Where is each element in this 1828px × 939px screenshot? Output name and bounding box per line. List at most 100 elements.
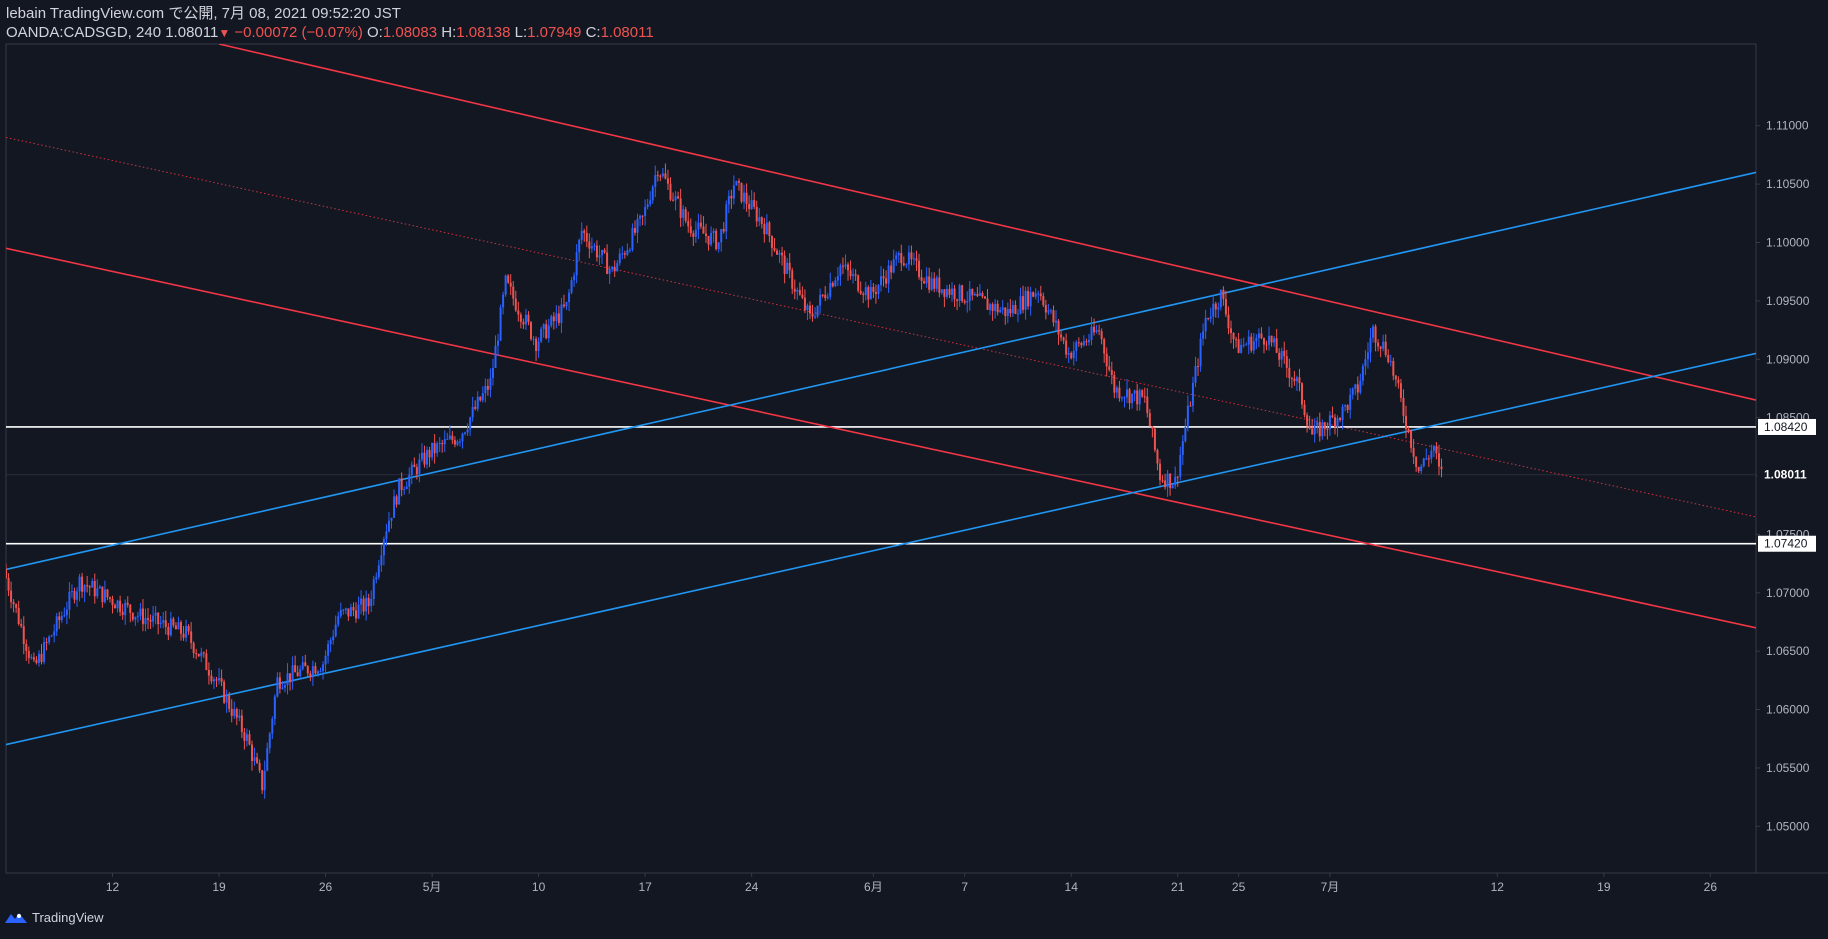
time-axis-label: 14 (1065, 880, 1079, 894)
time-axis-label: 26 (1704, 880, 1718, 894)
candle-body (382, 539, 385, 556)
time-axis-label: 19 (212, 880, 226, 894)
candle-body (314, 666, 317, 674)
symbol-label[interactable]: OANDA:CADSGD, 240 (6, 24, 162, 41)
candle-body (725, 204, 728, 232)
candle-body (251, 744, 254, 761)
plot-area[interactable] (5, 43, 1757, 874)
candle-body (776, 250, 779, 255)
candle-body (732, 185, 735, 199)
candle-body (641, 215, 644, 217)
price-axis-label: 1.09000 (1766, 352, 1810, 366)
candle-body (474, 406, 477, 409)
candle-body (108, 597, 111, 599)
candle-body (1412, 447, 1415, 457)
candle-body (1374, 326, 1377, 343)
candle-body (147, 618, 150, 620)
candle-body (1273, 338, 1276, 343)
trend-line-rising-lower[interactable] (6, 352, 1756, 746)
candle-body (644, 207, 647, 216)
time-axis[interactable]: 12 19 26 5月 10 17 24 6月 7 14 21 25 7月 12 19 26 (106, 873, 1717, 894)
candle-body (355, 610, 357, 619)
candle-body (1070, 352, 1073, 359)
candle-body (1425, 458, 1428, 460)
candle-body (471, 406, 474, 418)
candle-body (316, 671, 319, 674)
trend-line-mid[interactable] (6, 136, 1756, 518)
candle-body (360, 598, 363, 605)
candle-body (1207, 317, 1210, 319)
trend-line-rising-upper[interactable] (6, 171, 1756, 571)
candle-body (1377, 342, 1380, 347)
candle-body (1164, 480, 1167, 488)
candle-body (796, 290, 799, 292)
candle-body (1161, 480, 1164, 482)
ohlc-legend: OANDA:CADSGD, 240 1.08011▼ −0.00072 (−0.… (6, 23, 654, 43)
candle-body (1146, 396, 1149, 413)
high-label: H: (441, 24, 457, 41)
candle-body (573, 275, 576, 281)
candle-body (22, 626, 25, 644)
candle-body (507, 275, 510, 283)
candle-body (1037, 293, 1040, 295)
last-price-label: 1.08011 (1764, 468, 1807, 482)
candle-body (484, 385, 487, 394)
candle-body (1131, 393, 1134, 404)
candle-body (758, 217, 761, 222)
last-price: 1.08011 (165, 24, 219, 41)
candle-body (826, 296, 829, 299)
candle-body (119, 600, 122, 612)
candle-body (1313, 425, 1316, 435)
candle-body (989, 304, 992, 310)
trend-line-support[interactable] (6, 247, 1756, 629)
candle-body (1191, 382, 1194, 406)
candle-body (1227, 314, 1230, 329)
candle-body (253, 757, 256, 761)
candle-body (403, 488, 406, 490)
candle-body (190, 631, 193, 643)
trend-line-resistance[interactable] (218, 44, 1756, 401)
candle-body (281, 687, 284, 689)
candle-body (502, 294, 505, 308)
candle-body (1328, 415, 1331, 430)
candle-body (900, 253, 903, 264)
candle-body (1141, 390, 1144, 397)
candle-body (390, 517, 393, 521)
candle-body (940, 289, 943, 293)
candle-body (466, 429, 469, 433)
candle-body (220, 677, 223, 682)
candle-body (517, 310, 520, 315)
candle-body (1255, 338, 1258, 342)
footer-brand[interactable]: TradingView (4, 910, 104, 925)
candle-body (431, 442, 434, 458)
candle-body (271, 718, 274, 734)
candle-body (258, 763, 261, 771)
close-value: 1.08011 (600, 24, 654, 41)
candle-body (1166, 473, 1169, 488)
candle-body (268, 733, 271, 749)
candle-body (91, 580, 94, 588)
candle-body (872, 286, 875, 293)
candle-body (192, 642, 195, 654)
candle-body (1364, 359, 1367, 367)
candle-body (694, 229, 697, 237)
candle-body (152, 615, 155, 622)
candle-body (1148, 412, 1151, 427)
time-axis-label: 19 (1597, 880, 1611, 894)
candle-body (1199, 338, 1202, 367)
candle-body (953, 288, 956, 300)
candle-body (291, 665, 294, 682)
candle-body (20, 623, 23, 627)
candle-body (1029, 292, 1032, 307)
candle-body (679, 198, 682, 218)
price-axis-label: 1.06500 (1766, 644, 1810, 658)
candle-body (1349, 394, 1352, 410)
candle-body (537, 341, 540, 352)
time-axis-label: 5月 (423, 880, 442, 894)
candle-body (106, 589, 109, 598)
candle-body (672, 199, 675, 201)
candle-body (116, 600, 119, 609)
candle-body (601, 249, 604, 256)
candle-body (598, 255, 601, 258)
